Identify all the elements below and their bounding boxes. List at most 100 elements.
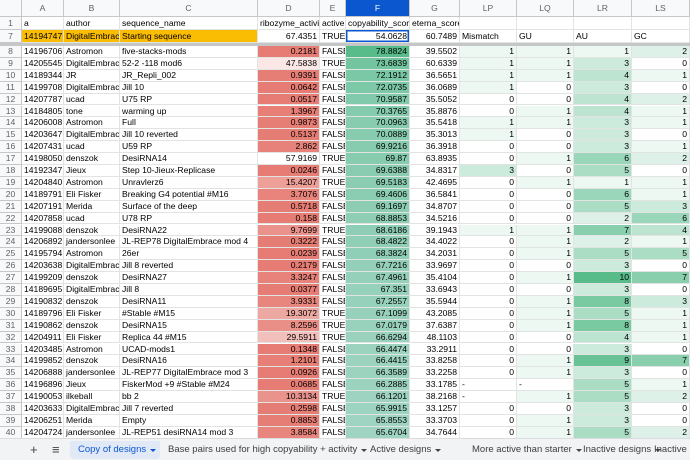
cell[interactable]: 5 [574, 307, 632, 320]
cell[interactable]: 1 [460, 81, 517, 94]
cell[interactable]: 0 [632, 81, 690, 94]
cell[interactable]: 14189791 [22, 188, 64, 201]
cell[interactable]: 1 [632, 331, 690, 344]
cell[interactable]: 14184805 [22, 105, 64, 118]
cell[interactable]: 0 [460, 367, 517, 380]
row-number[interactable]: 34 [0, 355, 22, 368]
cell[interactable]: 57.9169 [258, 153, 320, 165]
cell[interactable]: 67.351 [346, 284, 410, 296]
cell[interactable]: TRUE [320, 30, 346, 43]
cell[interactable]: 14203647 [22, 129, 64, 142]
cell[interactable]: 1 [517, 117, 574, 130]
freeze-divider[interactable] [0, 43, 690, 46]
cell[interactable]: DigitalEmbrace [64, 403, 120, 415]
cell[interactable]: 3 [574, 367, 632, 380]
cell[interactable]: 3 [574, 129, 632, 142]
cell[interactable]: 14198050 [22, 153, 64, 165]
cell[interactable]: 1 [632, 307, 690, 320]
cell[interactable]: 1 [517, 176, 574, 189]
cell[interactable]: 8 [574, 295, 632, 308]
row-number[interactable]: 37 [0, 391, 22, 403]
cell[interactable]: 6 [574, 153, 632, 165]
cell[interactable]: 67.4351 [258, 30, 320, 43]
row-number[interactable]: 35 [0, 367, 22, 380]
cell[interactable]: FALSE [320, 295, 346, 308]
row-number[interactable]: 12 [0, 93, 22, 106]
cell[interactable]: 14199852 [22, 355, 64, 368]
cell[interactable]: DigitalEmbrace [64, 129, 120, 142]
cell[interactable]: 7 [632, 355, 690, 368]
cell[interactable]: Jieux [64, 165, 120, 177]
sheet-tab[interactable]: Inactive designs [575, 441, 665, 459]
cell[interactable]: 0 [632, 284, 690, 296]
cell[interactable]: FALSE [320, 272, 346, 284]
cell[interactable]: 8 [574, 319, 632, 332]
cell[interactable]: FALSE [320, 236, 346, 249]
cell[interactable]: 4 [574, 105, 632, 118]
cell[interactable]: 3.8584 [258, 426, 320, 438]
cell[interactable]: 0 [460, 307, 517, 320]
cell[interactable]: 60.6339 [410, 57, 460, 70]
cell[interactable]: 42.4695 [410, 176, 460, 189]
row-number[interactable]: 18 [0, 165, 22, 177]
cell[interactable]: 2.862 [258, 141, 320, 154]
cell[interactable]: FALSE [320, 46, 346, 58]
cell[interactable]: 3 [574, 260, 632, 273]
cell[interactable]: 0 [517, 141, 574, 154]
cell[interactable]: 1 [517, 236, 574, 249]
cell[interactable]: 1 [632, 188, 690, 201]
cell[interactable]: 1 [517, 69, 574, 82]
cell[interactable]: 36.5841 [410, 188, 460, 201]
cell[interactable]: 34.8317 [410, 165, 460, 177]
cell[interactable]: Astromon [64, 176, 120, 189]
cell[interactable]: 5 [574, 165, 632, 177]
column-header[interactable]: D [258, 0, 320, 17]
cell[interactable]: 5 [574, 200, 632, 213]
cell[interactable]: 35.5418 [410, 117, 460, 130]
column-header[interactable]: LP [460, 0, 517, 17]
cell[interactable]: 1 [632, 176, 690, 189]
cell[interactable]: FALSE [320, 93, 346, 106]
cell[interactable]: 5 [574, 248, 632, 261]
cell[interactable]: 0 [460, 188, 517, 201]
cell[interactable]: Eli Fisker [64, 307, 120, 320]
column-header[interactable]: E [320, 0, 346, 17]
cell[interactable]: 34.4022 [410, 236, 460, 249]
cell[interactable]: 33.9697 [410, 260, 460, 273]
cell[interactable]: 19.3072 [258, 307, 320, 320]
cell[interactable]: 0 [460, 331, 517, 344]
cell[interactable]: jandersonlee [64, 426, 120, 438]
cell[interactable]: 36.3918 [410, 141, 460, 154]
cell[interactable]: 0 [460, 272, 517, 284]
row-number[interactable]: 21 [0, 200, 22, 213]
cell[interactable]: 3 [574, 284, 632, 296]
cell[interactable]: copyability_score [346, 17, 410, 30]
cell[interactable]: 67.4961 [346, 272, 410, 284]
cell[interactable]: U78 RP [120, 212, 258, 225]
cell[interactable]: 3 [632, 200, 690, 213]
cell[interactable]: 1 [632, 69, 690, 82]
cell[interactable]: 3 [574, 343, 632, 356]
cell[interactable]: TRUE [320, 57, 346, 70]
cell[interactable]: 8.2596 [258, 319, 320, 332]
cell[interactable]: 0 [517, 165, 574, 177]
cell[interactable]: 1 [460, 57, 517, 70]
cell[interactable]: 0 [632, 165, 690, 177]
cell[interactable]: - [517, 379, 574, 392]
cell[interactable]: Surface of the deep [120, 200, 258, 213]
cell[interactable]: 0 [632, 367, 690, 380]
row-number[interactable]: 17 [0, 153, 22, 165]
cell[interactable]: DigitalEmbrace [64, 30, 120, 43]
cell[interactable]: JL-REP78 DigitalEmbrace mod 4 [120, 236, 258, 249]
cell[interactable]: Jill 8 [120, 284, 258, 296]
cell[interactable]: 1 [574, 176, 632, 189]
cell[interactable]: 1 [517, 224, 574, 237]
cell[interactable]: Jill 10 [120, 81, 258, 94]
cell[interactable]: 33.1257 [410, 403, 460, 415]
cell[interactable]: 34.8707 [410, 200, 460, 213]
cell[interactable]: TRUE [320, 331, 346, 344]
cell[interactable]: DesiRNA27 [120, 272, 258, 284]
column-header[interactable]: C [120, 0, 258, 17]
column-header[interactable]: A [22, 0, 64, 17]
cell[interactable]: 10 [574, 272, 632, 284]
